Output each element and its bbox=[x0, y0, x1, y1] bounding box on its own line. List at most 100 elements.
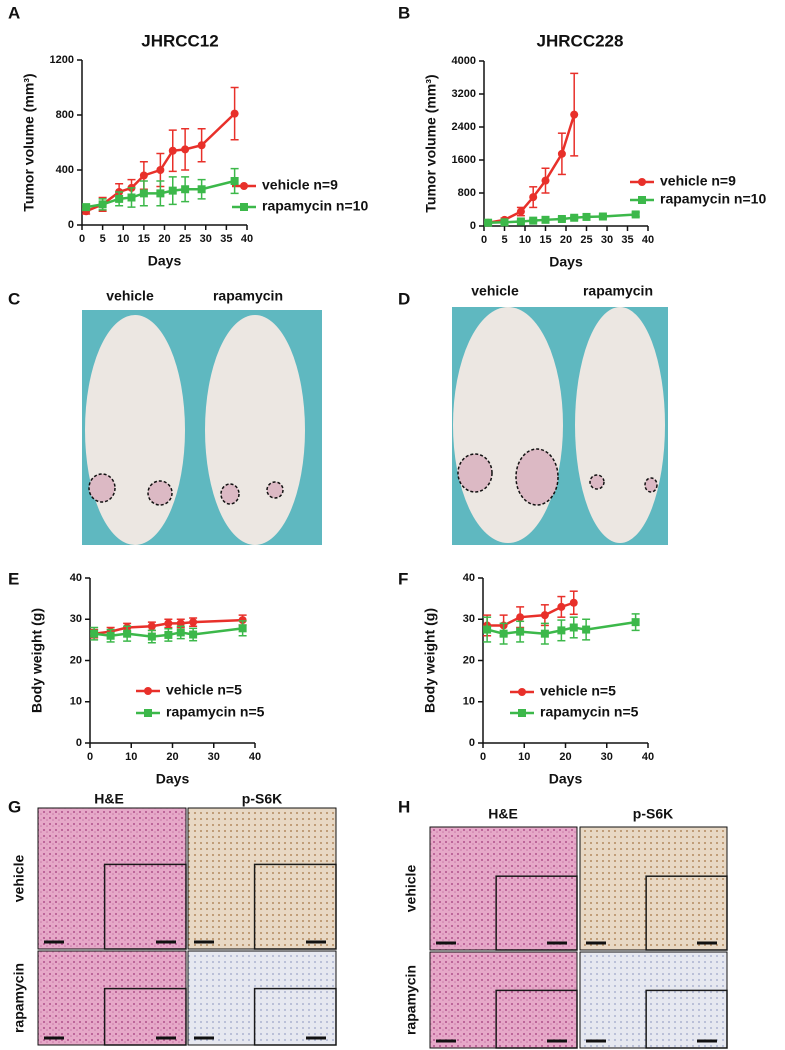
y-tick-label: 0 bbox=[76, 737, 82, 749]
x-tick-label: 40 bbox=[642, 234, 654, 246]
legend-label: vehicle n=5 bbox=[540, 683, 616, 699]
marker bbox=[98, 200, 107, 209]
marker bbox=[181, 185, 190, 194]
marker bbox=[540, 629, 549, 638]
marker bbox=[181, 145, 190, 154]
marker bbox=[570, 110, 579, 119]
marker bbox=[516, 627, 525, 636]
x-tick-label: 10 bbox=[518, 751, 530, 763]
marker bbox=[164, 619, 173, 628]
marker bbox=[90, 629, 99, 638]
x-tick-label: 20 bbox=[560, 234, 572, 246]
y-tick-label: 0 bbox=[469, 737, 475, 749]
y-tick-label: 800 bbox=[458, 187, 476, 199]
micrograph-inset bbox=[495, 875, 578, 951]
marker bbox=[582, 212, 591, 221]
marker bbox=[230, 177, 239, 185]
x-tick-label: 30 bbox=[208, 751, 220, 763]
panel-letter: F bbox=[398, 569, 408, 588]
mouse bbox=[575, 307, 665, 543]
marker bbox=[164, 630, 173, 639]
marker bbox=[156, 189, 165, 198]
x-axis-label: Days bbox=[156, 771, 190, 787]
marker bbox=[238, 624, 247, 633]
marker bbox=[147, 622, 156, 631]
y-tick-label: 10 bbox=[70, 696, 82, 708]
y-tick-label: 4000 bbox=[452, 55, 476, 67]
y-tick-label: 20 bbox=[463, 654, 475, 666]
photo-label: rapamycin bbox=[213, 288, 283, 304]
micrograph-inset bbox=[495, 989, 578, 1049]
x-tick-label: 0 bbox=[87, 751, 93, 763]
y-tick-label: 40 bbox=[70, 572, 82, 584]
x-tick-label: 20 bbox=[559, 751, 571, 763]
tumor-outline bbox=[644, 477, 658, 493]
legend-marker bbox=[144, 709, 152, 717]
marker bbox=[541, 176, 550, 185]
series-line bbox=[85, 179, 235, 209]
x-tick-label: 10 bbox=[125, 751, 137, 763]
chart-title: JHRCC12 bbox=[141, 31, 218, 50]
x-tick-label: 20 bbox=[158, 233, 170, 245]
marker bbox=[484, 218, 493, 227]
panel-letter: H bbox=[398, 797, 410, 816]
x-tick-label: 15 bbox=[138, 233, 150, 245]
marker bbox=[557, 602, 566, 611]
x-tick-label: 30 bbox=[200, 233, 212, 245]
marker bbox=[499, 629, 508, 638]
marker bbox=[569, 623, 578, 632]
y-tick-label: 1200 bbox=[50, 54, 74, 66]
x-tick-label: 10 bbox=[519, 234, 531, 246]
y-tick-label: 30 bbox=[70, 613, 82, 625]
row-label: rapamycin bbox=[11, 963, 27, 1033]
marker bbox=[540, 611, 549, 620]
y-tick-label: 20 bbox=[70, 654, 82, 666]
legend-marker bbox=[518, 688, 526, 696]
marker bbox=[483, 625, 492, 634]
marker bbox=[516, 207, 525, 216]
tumor-outline bbox=[220, 483, 240, 505]
mouse bbox=[205, 315, 305, 545]
marker bbox=[631, 618, 640, 627]
y-axis-label: Tumor volume (mm³) bbox=[423, 74, 439, 212]
panel-letter: C bbox=[8, 289, 20, 308]
y-tick-label: 10 bbox=[463, 696, 475, 708]
mouse bbox=[85, 315, 185, 545]
marker bbox=[541, 215, 550, 224]
x-tick-label: 0 bbox=[480, 751, 486, 763]
column-header: H&E bbox=[488, 806, 518, 822]
x-tick-label: 30 bbox=[601, 751, 613, 763]
micrograph-inset bbox=[253, 987, 337, 1046]
legend-label: vehicle n=5 bbox=[166, 682, 242, 698]
marker bbox=[168, 146, 177, 155]
x-tick-label: 40 bbox=[249, 751, 261, 763]
tumor-outline bbox=[589, 474, 605, 490]
y-tick-label: 3200 bbox=[452, 88, 476, 100]
marker bbox=[557, 214, 566, 223]
y-tick-label: 800 bbox=[56, 109, 74, 121]
marker bbox=[127, 193, 136, 202]
legend-label: rapamycin n=5 bbox=[540, 704, 639, 720]
x-axis-label: Days bbox=[549, 771, 583, 787]
x-tick-label: 10 bbox=[117, 233, 129, 245]
y-tick-label: 0 bbox=[68, 219, 74, 231]
row-label: rapamycin bbox=[403, 965, 419, 1035]
marker bbox=[529, 193, 538, 202]
x-tick-label: 25 bbox=[580, 234, 592, 246]
x-axis-label: Days bbox=[148, 253, 182, 269]
legend-marker bbox=[518, 709, 526, 717]
mouse bbox=[453, 307, 563, 543]
column-header: p-S6K bbox=[633, 806, 673, 822]
legend-label: rapamycin n=5 bbox=[166, 704, 265, 720]
photo-label: vehicle bbox=[106, 288, 154, 304]
legend-marker bbox=[240, 203, 248, 211]
marker bbox=[176, 619, 185, 628]
x-tick-label: 40 bbox=[241, 233, 253, 245]
y-tick-label: 0 bbox=[470, 220, 476, 232]
x-tick-label: 0 bbox=[79, 233, 85, 245]
marker bbox=[189, 618, 198, 627]
y-tick-label: 40 bbox=[463, 572, 475, 584]
x-tick-label: 15 bbox=[539, 234, 551, 246]
y-axis-label: Tumor volume (mm³) bbox=[21, 73, 37, 211]
